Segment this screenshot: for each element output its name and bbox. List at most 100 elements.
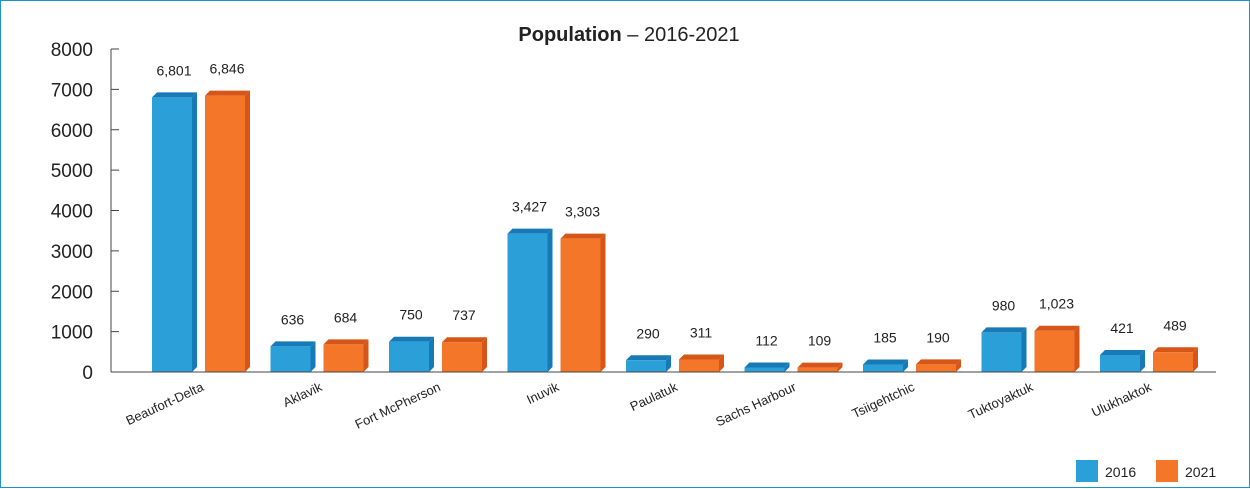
bar-top-2016 <box>744 362 790 368</box>
chart-title-rest: – 2016-2021 <box>622 24 740 46</box>
bar-side-2016 <box>666 355 671 372</box>
data-label: 980 <box>992 297 1016 313</box>
x-tick-label: Aklavik <box>281 379 325 410</box>
bar-side-2021 <box>956 359 961 372</box>
bar-2016 <box>507 233 548 372</box>
bar-top-2021 <box>1034 325 1080 331</box>
bar-2021 <box>442 342 482 372</box>
x-tick-label: Tsiigehtchic <box>850 379 918 421</box>
bar-2016 <box>152 97 192 373</box>
data-label: 6,801 <box>156 62 191 78</box>
bar-2021 <box>1034 330 1075 372</box>
data-label: 112 <box>755 332 778 348</box>
legend-swatch-2016 <box>1076 460 1098 482</box>
data-label: 489 <box>1163 317 1187 333</box>
bar-2021 <box>323 344 364 372</box>
x-axis: Beaufort-Delta Aklavik Fort McPherson Inuvi… <box>111 371 1216 432</box>
data-label: 3,303 <box>565 204 600 220</box>
x-tick-label: Beaufort-Delta <box>123 379 206 428</box>
data-label: 109 <box>808 333 832 349</box>
bar-2021 <box>916 364 956 372</box>
data-label: 636 <box>281 311 305 327</box>
bar-top-2021 <box>797 362 843 368</box>
data-label: 737 <box>452 307 476 323</box>
bar-2016 <box>1100 355 1140 372</box>
bar-top-2016 <box>1100 350 1145 356</box>
data-label: 421 <box>1110 320 1134 336</box>
data-label: 6,846 <box>209 61 244 77</box>
bar-side-2016 <box>310 341 316 372</box>
data-label: 684 <box>334 309 358 325</box>
y-tick-label: 8000 <box>51 40 93 61</box>
bar-top-2016 <box>389 336 434 342</box>
bar-top-2016 <box>507 228 553 234</box>
bar-side-2021 <box>245 90 250 373</box>
bar-2016 <box>981 332 1022 372</box>
bar-top-2021 <box>205 90 250 96</box>
y-tick-label: 0 <box>82 363 93 384</box>
bar-2016 <box>863 364 903 372</box>
data-label: 3,427 <box>512 199 547 215</box>
bar-side-2016 <box>429 336 434 372</box>
bar-top-2021 <box>560 233 606 239</box>
data-label: 1,023 <box>1039 296 1074 312</box>
x-tick-label: Sachs Harbour <box>713 379 799 430</box>
bar-side-2021 <box>482 337 487 372</box>
bar-top-2021 <box>1153 347 1198 353</box>
legend-swatch-2021 <box>1156 460 1178 482</box>
bar-side-2016 <box>1021 327 1027 372</box>
chart-title: Population – 2016-2021 <box>518 24 739 46</box>
bar-side-2021 <box>837 362 843 372</box>
y-tick-label: 7000 <box>51 80 93 101</box>
bar-side-2021 <box>1074 325 1080 372</box>
bar-side-2021 <box>600 233 606 372</box>
data-label: 190 <box>926 329 950 345</box>
bar-2021 <box>797 367 838 372</box>
bar-2016 <box>744 367 785 372</box>
y-tick-label: 5000 <box>51 161 93 182</box>
legend-label: 2021 <box>1185 464 1216 480</box>
bar-top-2016 <box>863 359 908 365</box>
bar-top-2021 <box>916 359 961 365</box>
bar-top-2016 <box>626 355 671 361</box>
chart-title-bold: Population <box>518 24 621 46</box>
bar-2021 <box>205 95 245 373</box>
x-tick-label: Ulukhaktok <box>1089 379 1154 420</box>
bar-top-2021 <box>442 337 487 343</box>
bar-side-2021 <box>1193 347 1198 372</box>
bar-side-2016 <box>547 228 553 372</box>
y-tick-label: 1000 <box>51 323 93 344</box>
y-tick-label: 2000 <box>51 282 93 303</box>
y-tick-label: 3000 <box>51 242 93 263</box>
data-label: 290 <box>636 325 660 341</box>
bar-top-2016 <box>270 341 316 347</box>
bar-side-2021 <box>363 339 369 372</box>
bar-2016 <box>270 346 311 372</box>
legend-label: 2016 <box>1105 464 1136 480</box>
data-label: 750 <box>399 307 423 323</box>
y-tick-label: 4000 <box>51 202 93 223</box>
x-tick-label: Inuvik <box>524 379 562 407</box>
bar-2021 <box>679 359 719 372</box>
bar-side-2021 <box>719 354 724 372</box>
data-label: 185 <box>873 330 897 346</box>
bar-top-2016 <box>981 327 1027 333</box>
bar-side-2016 <box>192 92 197 373</box>
bars: 6,801 6,846 636 684 750 737 3,427 3,303 290 311 11… <box>152 61 1198 373</box>
y-axis: 0 1000 2000 3000 4000 5000 6000 7000 8000 <box>51 40 119 384</box>
y-tick-label: 6000 <box>51 121 93 142</box>
x-tick-label: Paulatuk <box>628 379 681 414</box>
bar-side-2016 <box>784 362 790 372</box>
bar-2016 <box>389 341 429 372</box>
bar-2016 <box>626 360 666 372</box>
bar-top-2016 <box>152 92 197 98</box>
x-tick-label: Fort McPherson <box>353 379 443 432</box>
bar-top-2021 <box>323 339 369 345</box>
bar-2021 <box>560 238 601 372</box>
bar-top-2021 <box>679 354 724 360</box>
bar-2021 <box>1153 352 1193 372</box>
data-label: 311 <box>690 324 713 340</box>
bar-side-2016 <box>903 359 908 372</box>
